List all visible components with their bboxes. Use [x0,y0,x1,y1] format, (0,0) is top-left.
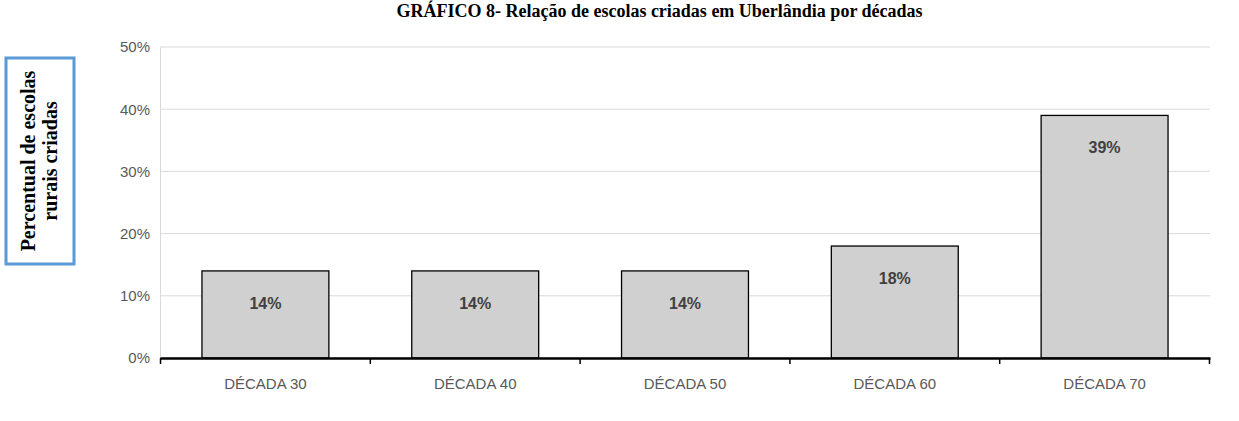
title: GRÁFICO 8- Relação de escolas criadas em… [396,0,922,21]
grid-line [160,358,1210,359]
y-tick: 30% [120,163,160,180]
y-tick: 0% [128,349,160,366]
data-label: 14% [459,295,491,312]
x-separators [161,358,1210,364]
y-tick: 10% [120,287,160,304]
x-tick-label: DÉCADA 60 [854,375,937,392]
x-tick: DÉCADA 70 [1063,358,1146,392]
y-tick-label: 30% [120,163,150,180]
bar [412,271,539,358]
y-tick-label: 40% [120,101,150,118]
x-tick: DÉCADA 40 [434,358,517,392]
bar [1041,115,1168,358]
y-axis-line [160,48,161,359]
y-tick-label: 50% [120,38,150,55]
x-separator [370,358,372,364]
y-label-line: Percentual de escolas [17,70,39,251]
x-tick: DÉCADA 60 [854,358,937,392]
x-tick: DÉCADA 50 [644,358,727,392]
data-label: 14% [669,295,701,312]
x-separator [999,358,1001,364]
plot: 0%10%20%30%40%50%DÉCADA 30DÉCADA 40DÉCAD… [120,38,1211,391]
x-separator [579,358,581,364]
chart: 0%10%20%30%40%50%DÉCADA 30DÉCADA 40DÉCAD… [0,0,1239,421]
x-axis-line [161,357,1211,360]
data-label: 39% [1089,139,1121,156]
x-axis: DÉCADA 30 DÉCADA 40 DÉCADA 50 DÉCADA 60 DÉCA… [161,358,1211,392]
data-labels: 14% 14% 14% 18% 39% [249,139,1120,312]
x-separator [160,358,162,364]
y-label-line: rurais criadas [39,101,61,221]
y-tick: 20% [120,225,160,242]
data-label: 14% [249,295,281,312]
x-tick-label: DÉCADA 50 [644,375,727,392]
x-tick-label: DÉCADA 70 [1063,375,1146,392]
y-tick-label: 0% [128,349,150,366]
data-label: 18% [879,270,911,287]
grid [160,47,1210,358]
bar [831,246,958,358]
x-tick-label: DÉCADA 30 [224,375,307,392]
x-separator [789,358,791,364]
y-axis: 0% 10% 20% 30% 40% 50% [120,38,161,366]
y-label-box [6,58,74,264]
y-tick-label: 20% [120,225,150,242]
x-separator [1209,358,1211,364]
bars [202,115,1168,358]
grid-line [160,109,1210,110]
x-tick: DÉCADA 30 [224,358,307,392]
y-tick: 40% [120,101,160,118]
y-tick: 50% [120,38,160,55]
y-label: Percentual de escolasrurais criadas [17,70,61,251]
grid-line [160,47,1210,48]
x-tick-label: DÉCADA 40 [434,375,517,392]
bar [622,271,749,358]
y-tick-label: 10% [120,287,150,304]
bar [202,271,329,358]
